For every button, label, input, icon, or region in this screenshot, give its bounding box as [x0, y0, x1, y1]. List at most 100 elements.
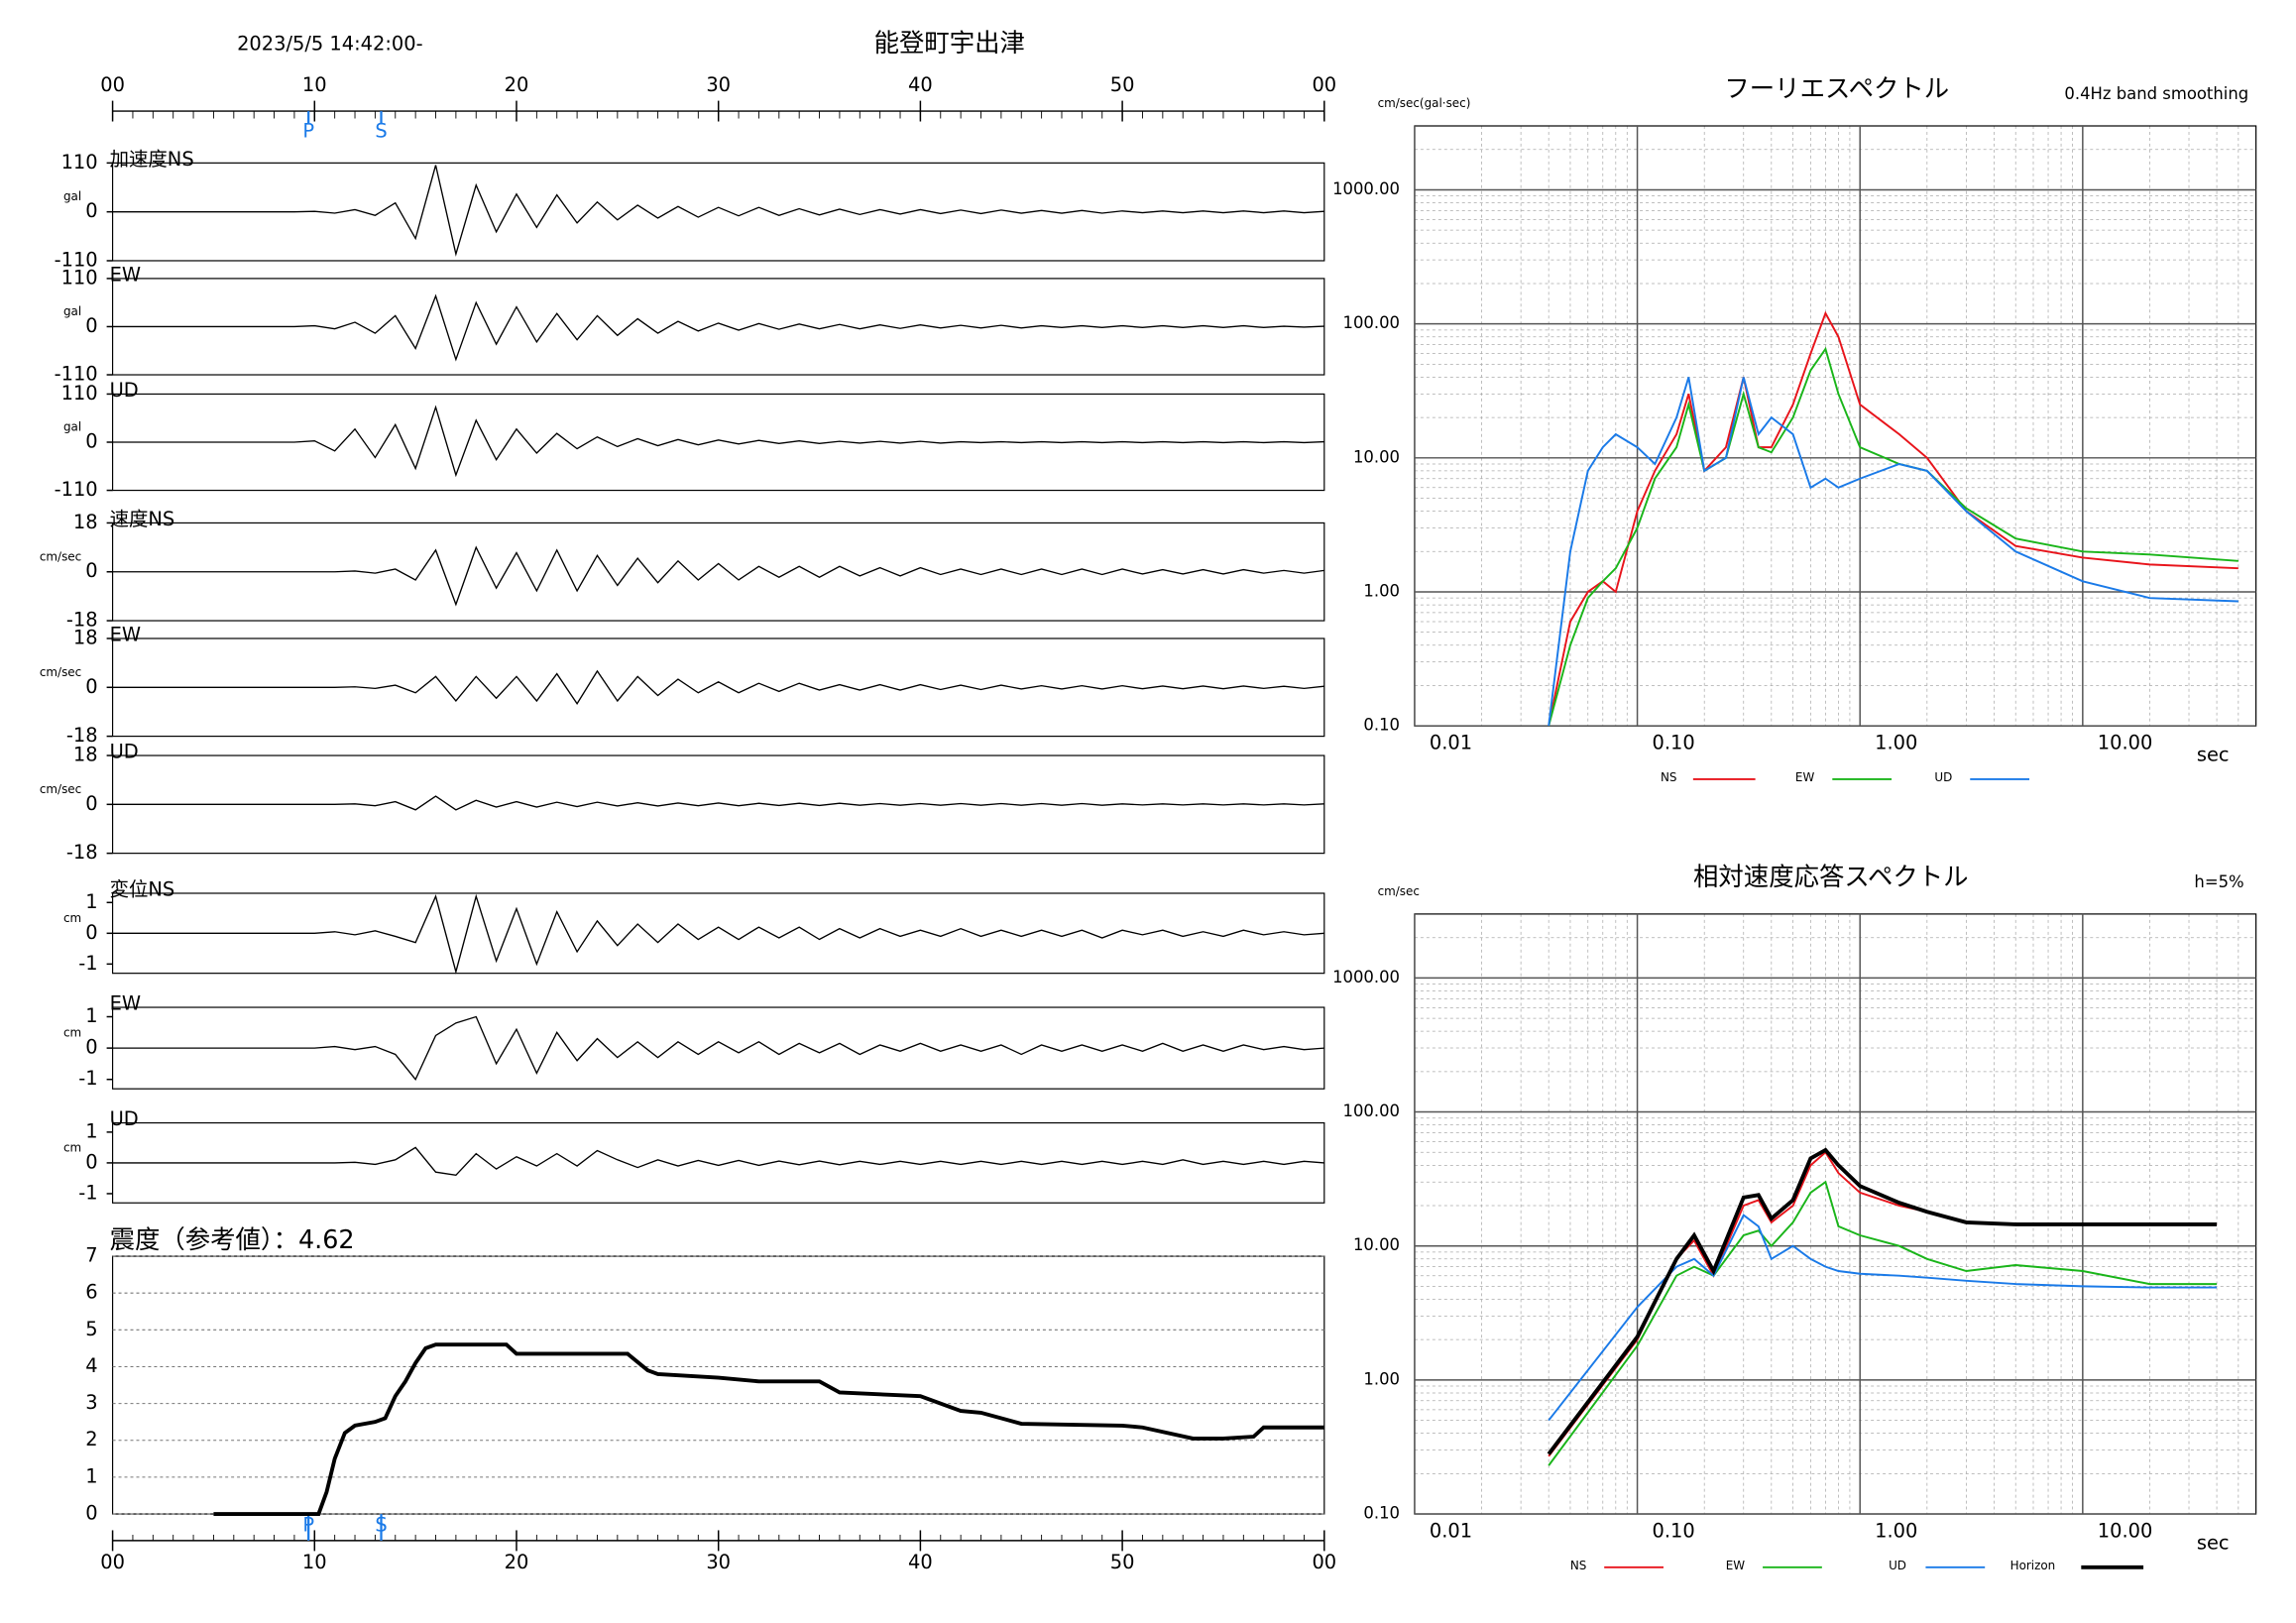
y-tick-label: 18: [73, 626, 98, 648]
y-tick-label: 7: [85, 1244, 97, 1267]
y-tick-label: 1: [85, 890, 97, 913]
unit-label: gal: [63, 304, 81, 318]
waveform: [112, 405, 1324, 478]
unit-label: gal: [63, 420, 81, 434]
y-tick-label: 0: [85, 1036, 97, 1059]
phase-label: P: [302, 119, 314, 142]
x-axis-label: sec: [2197, 744, 2230, 766]
unit-label: cm: [63, 911, 81, 925]
series-line: [1547, 1147, 2218, 1455]
x-tick-label: 40: [908, 1551, 933, 1573]
x-tick-label: 10.00: [2098, 1519, 2153, 1542]
x-tick-label: 30: [706, 1551, 731, 1573]
chart-subtitle: 能登町宇出津: [874, 28, 1025, 58]
x-tick-label: 10.00: [2098, 732, 2153, 754]
y-tick-label: 18: [73, 511, 98, 533]
plot-frame: [111, 1255, 1325, 1515]
x-tick-label: 1.00: [1875, 1519, 1917, 1542]
y-tick-label: 0: [85, 921, 97, 944]
phase-label: S: [375, 1513, 387, 1536]
y-tick-label: 0: [85, 675, 97, 698]
x-tick-label: 10: [302, 73, 327, 96]
unit-label: cm/sec: [40, 782, 81, 796]
legend-label: NS: [1661, 770, 1677, 784]
panel-label: EW: [110, 623, 141, 645]
waveform: [112, 669, 1324, 705]
chart-title: 震度（参考値）：4.62: [110, 1224, 355, 1254]
y-tick-label: 0: [85, 559, 97, 582]
series-line: [1548, 377, 2239, 727]
y-tick-label: 10.00: [1353, 1235, 1400, 1254]
y-tick-label: 0: [85, 1502, 97, 1525]
y-tick-label: -110: [55, 363, 98, 386]
unit-label: gal: [63, 189, 81, 203]
legend-label: EW: [1726, 1559, 1746, 1572]
y-tick-label: 2: [85, 1428, 97, 1450]
x-tick-label: 10: [302, 1551, 327, 1573]
y-tick-label: 110: [61, 151, 98, 174]
y-tick-label: 1000.00: [1332, 968, 1400, 986]
y-tick-label: -1: [78, 1181, 97, 1204]
x-tick-label: 40: [908, 73, 933, 96]
y-tick-label: 6: [85, 1281, 97, 1304]
series-line: [1548, 310, 2239, 727]
x-tick-label: 0.10: [1653, 1519, 1695, 1542]
x-axis-label: sec: [2197, 1531, 2230, 1554]
series-line: [1548, 1150, 2218, 1457]
y-tick-label: 100.00: [1343, 1101, 1400, 1120]
x-tick-label: 0.01: [1430, 1519, 1472, 1542]
y-tick-label: -110: [55, 478, 98, 501]
series-line: [213, 1342, 1324, 1516]
unit-label: cm/sec: [40, 665, 81, 679]
phase-label: P: [302, 1513, 314, 1536]
x-tick-label: 20: [505, 1551, 529, 1573]
waveform: [112, 1015, 1324, 1081]
waveform: [112, 1146, 1324, 1177]
y-tick-label: 0: [85, 792, 97, 815]
y-tick-label: 100.00: [1343, 313, 1400, 332]
y-tick-label: 5: [85, 1318, 97, 1340]
chart-title: 2023/5/5 14:42:00-: [237, 32, 423, 55]
annotation: h=5%: [2194, 872, 2243, 891]
y-tick-label: 110: [61, 266, 98, 289]
x-tick-label: 50: [1110, 73, 1135, 96]
y-tick-label: -110: [55, 248, 98, 271]
legend-label: UD: [1934, 770, 1952, 784]
y-tick-label: 0.10: [1363, 1504, 1400, 1523]
y-tick-label: 1000.00: [1332, 179, 1400, 198]
unit-label: cm: [63, 1140, 81, 1154]
y-tick-label: 0: [85, 430, 97, 453]
legend-label: Horizon: [2010, 1559, 2056, 1572]
panel-label: UD: [110, 379, 139, 402]
panel-label: UD: [110, 741, 139, 763]
y-tick-label: -1: [78, 952, 97, 975]
y-tick-label: -18: [66, 724, 98, 747]
x-tick-label: 00: [1312, 1551, 1336, 1573]
waveform: [112, 545, 1324, 607]
y-tick-label: 0: [85, 199, 97, 222]
chart-title: 相対速度応答スペクトル: [1693, 862, 1969, 891]
y-axis-label: cm/sec: [1378, 884, 1420, 898]
legend-label: UD: [1889, 1559, 1906, 1572]
x-tick-label: 00: [100, 1551, 125, 1573]
y-tick-label: -1: [78, 1067, 97, 1090]
y-axis-label: cm/sec(gal·sec): [1378, 96, 1471, 110]
x-tick-label: 00: [1312, 73, 1336, 96]
y-tick-label: 1.00: [1363, 581, 1400, 600]
unit-label: cm/sec: [40, 549, 81, 563]
y-tick-label: 3: [85, 1391, 97, 1414]
y-tick-label: 0: [85, 1150, 97, 1173]
series-line: [1548, 346, 2239, 727]
x-tick-label: 30: [706, 73, 731, 96]
y-tick-label: 18: [73, 744, 98, 766]
x-tick-label: 00: [100, 73, 125, 96]
plot-frame: [1414, 125, 2257, 727]
waveform: [112, 795, 1324, 811]
y-tick-label: -18: [66, 609, 98, 632]
y-tick-label: 0: [85, 314, 97, 337]
x-tick-label: 20: [505, 73, 529, 96]
y-tick-label: 1.00: [1363, 1369, 1400, 1388]
series-line: [1548, 1180, 2218, 1466]
waveform: [112, 165, 1324, 257]
